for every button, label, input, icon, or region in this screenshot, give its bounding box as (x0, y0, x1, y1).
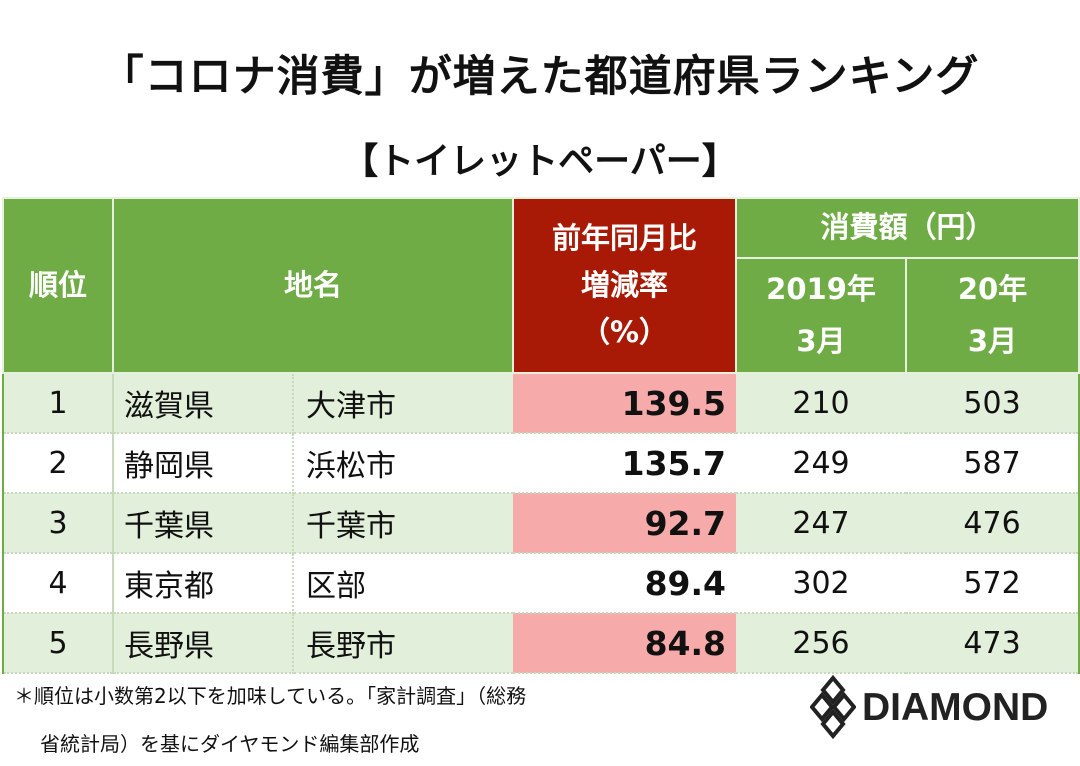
rank-cell: 2 (2, 433, 114, 494)
table-row: 3 千葉県 千葉市 92.7 247 476 (2, 493, 1080, 554)
ranking-table: 順位 地名 前年同月比 増減率 （%） 消費額（円） 2019年 3月 20年 … (2, 197, 1080, 674)
title: 「コロナ消費」が増えた都道府県ランキング (100, 52, 980, 102)
rate-cell: 92.7 (513, 493, 737, 554)
rate-cell: 139.5 (513, 373, 737, 434)
prefecture-cell: 東京都 (113, 553, 294, 614)
header-rate-line3: （%） (580, 315, 669, 350)
header-2020-month: 3月 (967, 323, 1018, 358)
spending-2019-cell: 247 (736, 493, 907, 554)
subtitle: 【トイレットペーパー】 (342, 141, 738, 182)
prefecture-cell: 滋賀県 (113, 373, 294, 434)
city-cell: 大津市 (293, 373, 514, 434)
prefecture-cell: 千葉県 (113, 493, 294, 554)
rank-cell: 5 (2, 613, 114, 674)
spending-2019-cell: 210 (736, 373, 907, 434)
header-rank: 順位 (2, 197, 114, 374)
prefecture-cell: 静岡県 (113, 433, 294, 494)
spending-2020-cell: 476 (906, 493, 1080, 554)
header-spending: 消費額（円） (735, 197, 1080, 259)
header-rate-line2: 増減率 (581, 267, 669, 302)
header-rate: 前年同月比 増減率 （%） (512, 197, 738, 374)
table-row: 1 滋賀県 大津市 139.5 210 503 (2, 373, 1080, 434)
header-2019-year: 2019年 (766, 272, 876, 307)
spending-2020-cell: 587 (906, 433, 1080, 494)
spending-2019-cell: 249 (736, 433, 907, 494)
spending-2020-cell: 473 (906, 613, 1080, 674)
city-cell: 千葉市 (293, 493, 514, 554)
rank-cell: 3 (2, 493, 114, 554)
footnote-line2: 省統計局）を基にダイヤモンド編集部作成 (40, 732, 420, 756)
header-2020: 20年 3月 (905, 257, 1080, 374)
rate-cell: 135.7 (513, 433, 737, 494)
rank-cell: 4 (2, 553, 114, 614)
diamond-logo: DIAMOND (810, 675, 1048, 741)
rate-cell: 84.8 (513, 613, 737, 674)
city-cell: 浜松市 (293, 433, 514, 494)
spending-2020-cell: 572 (906, 553, 1080, 614)
city-cell: 区部 (293, 553, 514, 614)
header-2020-year: 20年 (957, 272, 1028, 307)
table-row: 2 静岡県 浜松市 135.7 249 587 (2, 433, 1080, 494)
header-2019: 2019年 3月 (735, 257, 908, 374)
header-place: 地名 (111, 197, 515, 374)
rate-cell: 89.4 (513, 553, 737, 614)
header-rate-line1: 前年同月比 (552, 220, 698, 255)
prefecture-cell: 長野県 (113, 613, 294, 674)
footnote-line1: ＊順位は小数第2以下を加味している。「家計調査」（総務 (14, 684, 527, 708)
spending-2019-cell: 256 (736, 613, 907, 674)
spending-2019-cell: 302 (736, 553, 907, 614)
header-2019-month: 3月 (796, 323, 846, 358)
city-cell: 長野市 (293, 613, 514, 674)
rank-cell: 1 (2, 373, 114, 434)
diamond-logo-text: DIAMOND (862, 686, 1049, 729)
spending-2020-cell: 503 (906, 373, 1080, 434)
table-row: 4 東京都 区部 89.4 302 572 (2, 553, 1080, 614)
diamond-logo-icon (810, 675, 856, 740)
table-row: 5 長野県 長野市 84.8 256 473 (2, 613, 1080, 674)
